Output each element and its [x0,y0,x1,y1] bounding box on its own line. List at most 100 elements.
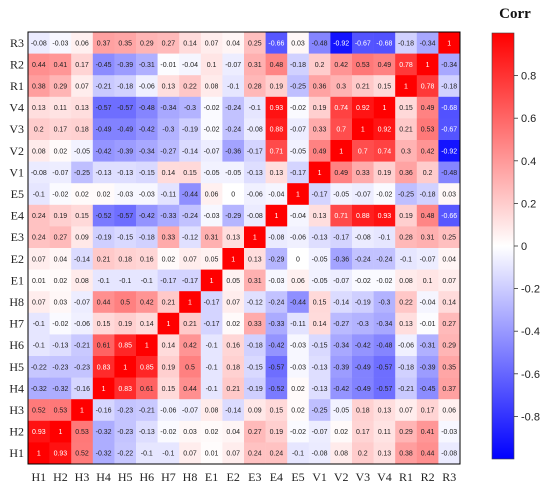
heatmap-cell-H6-R3 [438,334,461,357]
cell-value-E3-V4: -0.1 [378,235,390,242]
heatmap-cell-V3-H4 [92,118,115,141]
cell-value-E5-E5: 1 [296,192,300,199]
cell-value-V2-E1: -0.07 [204,148,220,155]
cell-value-H8-H4: 0.44 [97,300,111,307]
heatmap-cell-R3-R2 [416,32,439,54]
heatmap-cell-V2-E3 [244,140,266,162]
heatmap-cell-V2-H3 [71,140,94,162]
heatmap-cell-V1-V1 [308,161,331,184]
cell-value-H1-R1: 0.38 [399,451,413,458]
cell-value-H6-H7: 0.14 [162,343,176,350]
y-tick-label-E5: E5 [11,187,24,201]
heatmap-cell-E2-V2 [330,248,353,270]
cell-value-H6-V3: -0.42 [355,343,371,350]
cell-value-R2-E4: 0.48 [270,62,284,69]
cell-value-E3-V3: -0.08 [355,235,371,242]
heatmap-cell-R2-E3 [244,53,266,76]
heatmap-cell-V3-H3 [71,118,94,141]
heatmap-cell-H2-E3 [244,420,266,443]
cell-value-E1-R3: 0.07 [442,278,456,285]
heatmap-cell-E1-H6 [136,269,158,292]
x-tick-label-E3: E3 [248,470,261,484]
heatmap-cell-V1-E2 [222,161,245,184]
cell-value-E3-E4: -0.08 [268,235,284,242]
cell-value-E3-E2: 0.13 [226,235,240,242]
heatmap-cell-H5-E3 [244,356,266,378]
colorbar [491,32,515,460]
heatmap-cell-E5-H3 [71,183,94,206]
heatmap-cell-E1-E3 [244,269,266,292]
heatmap-cell-R3-E5 [287,32,310,54]
heatmap-cell-E2-V1 [308,248,331,270]
heatmap-cell-H4-H2 [49,377,72,400]
heatmap-cell-H1-H5 [114,442,137,465]
cell-value-R1-E5: -0.25 [290,84,306,91]
cell-value-R3-R3: 1 [447,40,451,47]
heatmap-cell-H5-V3 [352,356,374,378]
heatmap-cell-V4-E2 [222,96,245,119]
cell-value-R2-R2: 1 [426,62,430,69]
cell-value-V4-E1: -0.02 [204,105,220,112]
heatmap-cell-H2-H5 [114,420,137,443]
cell-value-V2-E2: -0.36 [225,148,241,155]
cell-value-E5-E2: 0 [231,192,235,199]
cell-value-R2-E2: -0.07 [225,62,241,69]
heatmap-cell-H1-R2 [416,442,439,465]
cell-value-E5-R1: -0.25 [398,192,414,199]
heatmap-cell-H8-H5 [114,291,137,314]
heatmap-cell-R2-H1 [28,53,50,76]
heatmap-cell-E1-E1 [200,269,223,292]
heatmap-cell-R2-E5 [287,53,310,76]
heatmap-cell-E5-V3 [352,183,374,206]
cell-value-E1-E5: 0.06 [291,278,305,285]
cell-value-H4-H8: 0.44 [183,386,197,393]
cell-value-R2-E3: 0.31 [248,62,262,69]
cell-value-H3-R3: 0.06 [442,408,456,415]
heatmap-cell-H4-E4 [265,377,288,400]
cell-value-R2-H7: -0.01 [160,62,176,69]
heatmap-cell-H4-H3 [71,377,94,400]
cell-value-H4-H1: -0.32 [31,386,47,393]
x-tick-label-E5: E5 [291,470,304,484]
cell-value-V3-H5: -0.49 [117,127,133,134]
cell-value-H6-H5: 0.85 [118,343,132,350]
cell-value-H8-E1: -0.17 [204,300,220,307]
cell-value-E3-E3: 1 [253,235,257,242]
cell-value-E4-H8: -0.24 [182,213,198,220]
cell-value-E2-E3: 0.13 [248,256,262,263]
cell-value-H7-E1: -0.17 [204,321,220,328]
heatmap-cell-H8-E3 [244,291,266,314]
cell-value-H8-H7: 0.21 [162,300,176,307]
heatmap-cell-H8-E2 [222,291,245,314]
cell-value-V1-E1: -0.05 [204,170,220,177]
heatmap-cell-E4-R2 [416,204,439,227]
cell-value-E3-H3: 0.09 [75,235,89,242]
cell-value-V1-H3: -0.25 [74,170,90,177]
cell-value-E5-E3: -0.06 [247,192,263,199]
cell-value-E5-V3: -0.07 [355,192,371,199]
heatmap-cell-V4-V1 [308,96,331,119]
x-tick-label-H4: H4 [96,470,111,484]
cell-value-V4-E4: 0.93 [270,105,284,112]
cell-value-H4-V3: -0.49 [355,386,371,393]
heatmap-cell-R3-H8 [179,32,202,54]
heatmap-cell-R3-H6 [136,32,158,54]
cell-value-V3-H1: 0.2 [34,127,44,134]
heatmap-cell-H6-H6 [136,334,158,357]
cell-value-V3-R1: 0.21 [399,127,413,134]
cell-value-E3-H4: -0.19 [96,235,112,242]
heatmap-cell-H3-E2 [222,399,245,422]
heatmap-cell-E3-R3 [438,226,461,249]
cell-value-E4-R2: 0.48 [421,213,435,220]
cell-value-V1-R2: 0.2 [423,170,433,177]
heatmap-cell-V4-H3 [71,96,94,119]
heatmap-cell-E5-R3 [438,183,461,206]
cell-value-E5-H6: -0.03 [139,192,155,199]
heatmap-cell-E5-E3 [244,183,266,206]
heatmap-cell-R2-H6 [136,53,158,76]
heatmap-cell-E1-E2 [222,269,245,292]
heatmap-cell-E3-V1 [308,226,331,249]
heatmap-cell-R1-V4 [373,75,396,98]
cell-value-R1-H4: -0.21 [96,84,112,91]
heatmap-cell-R3-H4 [92,32,115,54]
